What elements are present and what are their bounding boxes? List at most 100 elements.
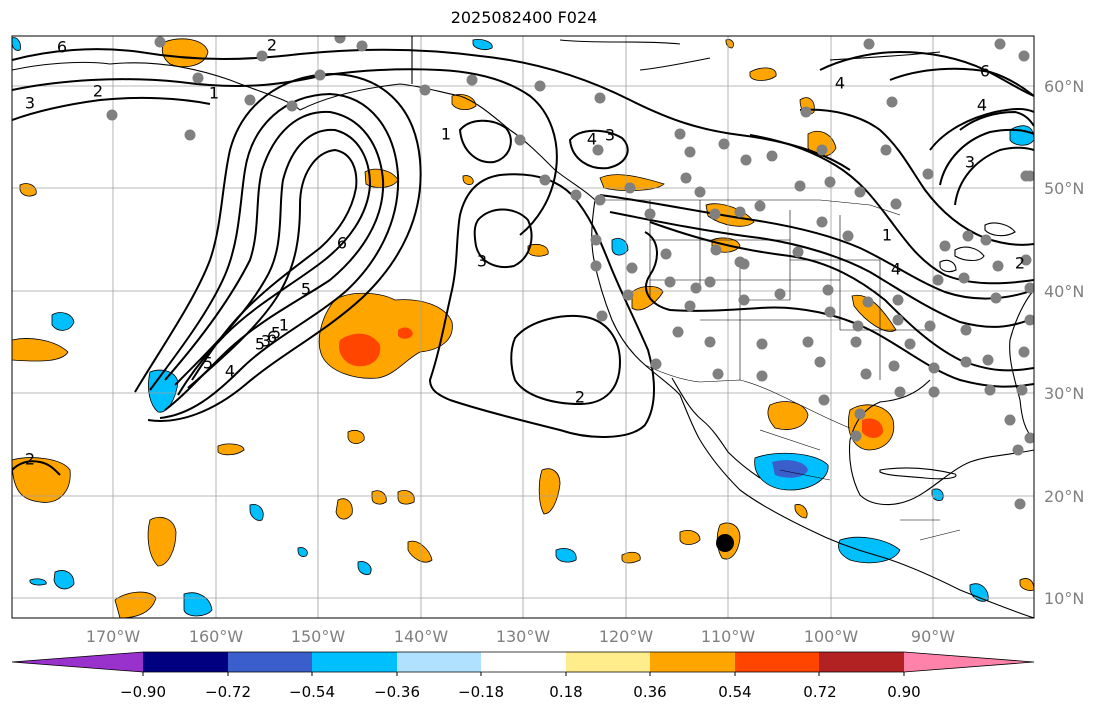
station-marker — [928, 362, 940, 374]
anomaly-patch — [462, 175, 474, 185]
station-marker — [106, 109, 118, 121]
station-marker — [674, 128, 686, 140]
colorbar-segment — [481, 652, 566, 672]
colorbar-segment — [735, 652, 819, 672]
contour-line — [458, 119, 512, 164]
colorbar-tick-label: −0.54 — [289, 683, 335, 701]
station-marker — [850, 430, 862, 442]
station-marker — [286, 100, 298, 112]
station-marker — [514, 134, 526, 146]
anomaly-patch — [862, 418, 883, 438]
station-marker — [852, 320, 864, 332]
contour-label: 5 — [271, 324, 281, 343]
anomaly-patch — [527, 244, 549, 257]
anomaly-patch — [631, 285, 664, 311]
contour-line — [174, 128, 372, 396]
cuba — [879, 467, 957, 480]
station-marker — [709, 208, 721, 220]
station-marker — [890, 198, 902, 210]
station-marker — [694, 186, 706, 198]
station-marker — [842, 230, 854, 242]
station-marker — [684, 300, 696, 312]
station-marker — [626, 262, 638, 274]
station-marker — [800, 106, 812, 118]
colorbar-tick-label: −0.90 — [120, 683, 166, 701]
contour-line — [939, 128, 1034, 186]
station-marker — [594, 92, 606, 104]
contour-label: 6 — [980, 62, 990, 81]
station-marker — [960, 356, 972, 368]
map-title: 2025082400 F024 — [450, 8, 598, 27]
anomaly-patch — [611, 238, 629, 256]
colorbar-segment — [904, 652, 1034, 672]
anomaly-patch — [538, 468, 561, 515]
station-marker — [740, 154, 752, 166]
anomaly-patch — [398, 327, 413, 339]
contour-label: 2 — [93, 82, 103, 101]
map-border — [11, 35, 1035, 619]
station-marker — [356, 40, 368, 52]
colorbar — [11, 651, 1035, 676]
contour-label: 3 — [477, 252, 487, 271]
station-marker — [592, 144, 604, 156]
station-marker — [1024, 170, 1034, 182]
colorbar-tick-label: 0.36 — [633, 683, 667, 701]
station-marker — [962, 230, 974, 242]
anomaly-patch — [555, 548, 577, 563]
anomaly-patch — [371, 490, 387, 505]
station-marker — [854, 408, 866, 420]
anomaly-patch — [249, 504, 264, 521]
contour-line — [12, 68, 558, 236]
station-marker — [982, 354, 994, 366]
contour-line — [889, 67, 1034, 97]
colorbar-tick-label: 0.90 — [887, 683, 921, 701]
contour-label: 1 — [209, 84, 219, 103]
contour-line — [510, 315, 622, 406]
contour-label: 6 — [57, 38, 67, 57]
anomaly-patch — [767, 401, 809, 430]
longitude-label: 90°W — [910, 627, 956, 646]
anomaly-patch — [451, 94, 477, 110]
latitude-label: 30°N — [1044, 384, 1085, 403]
station-marker — [314, 69, 326, 81]
station-marker — [824, 176, 836, 188]
station-marker — [924, 320, 936, 332]
longitude-label: 110°W — [700, 627, 756, 646]
anomaly-patch — [183, 592, 213, 617]
anomaly-patch — [12, 457, 71, 503]
anomaly-patch — [161, 38, 209, 68]
station-marker — [1014, 498, 1026, 510]
anomaly-patch — [772, 460, 808, 478]
station-marker — [710, 244, 722, 256]
latitude-label: 10°N — [1044, 589, 1085, 608]
station-marker — [888, 360, 900, 372]
contour-label: 3 — [261, 332, 271, 351]
contour-line — [609, 211, 1034, 328]
contour-line — [749, 134, 1034, 285]
contour-line — [799, 108, 1034, 246]
station-marker — [824, 306, 836, 318]
contour-label: 4 — [587, 130, 597, 149]
anomaly-patch — [51, 312, 75, 331]
contour-label: 2 — [1015, 254, 1025, 273]
contour-line — [649, 221, 1034, 372]
station-marker — [466, 74, 478, 86]
mexico-pacific-coast — [699, 439, 1034, 618]
station-marker — [818, 394, 830, 406]
longitude-label: 140°W — [393, 627, 449, 646]
colorbar-segment — [12, 652, 143, 672]
station-marker — [892, 294, 904, 306]
station-marker — [664, 276, 676, 288]
contour-label: 1 — [882, 226, 892, 245]
anomaly-patch — [621, 551, 641, 564]
anomaly-patch — [147, 516, 177, 567]
station-marker — [712, 368, 724, 380]
station-marker — [854, 186, 866, 198]
station-marker — [792, 246, 804, 258]
station-marker — [1004, 414, 1016, 426]
station-marker — [419, 84, 431, 96]
station-marker — [334, 36, 346, 44]
colorbar-tick-label: 0.72 — [803, 683, 837, 701]
station-marker — [1024, 432, 1034, 444]
station-marker — [1020, 254, 1032, 266]
